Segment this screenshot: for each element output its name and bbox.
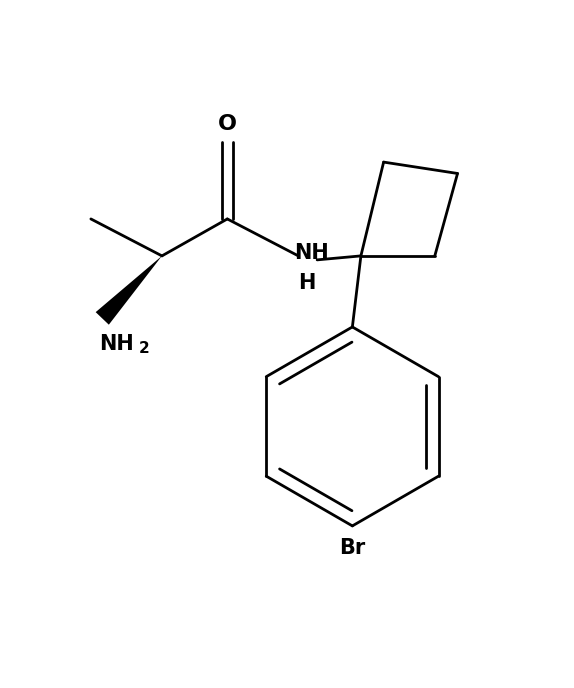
- Text: NH: NH: [294, 243, 329, 263]
- Text: NH: NH: [99, 334, 134, 354]
- Text: O: O: [218, 114, 237, 133]
- Text: 2: 2: [138, 341, 149, 356]
- Text: H: H: [298, 273, 316, 293]
- Polygon shape: [96, 256, 162, 325]
- Text: Br: Br: [339, 539, 366, 559]
